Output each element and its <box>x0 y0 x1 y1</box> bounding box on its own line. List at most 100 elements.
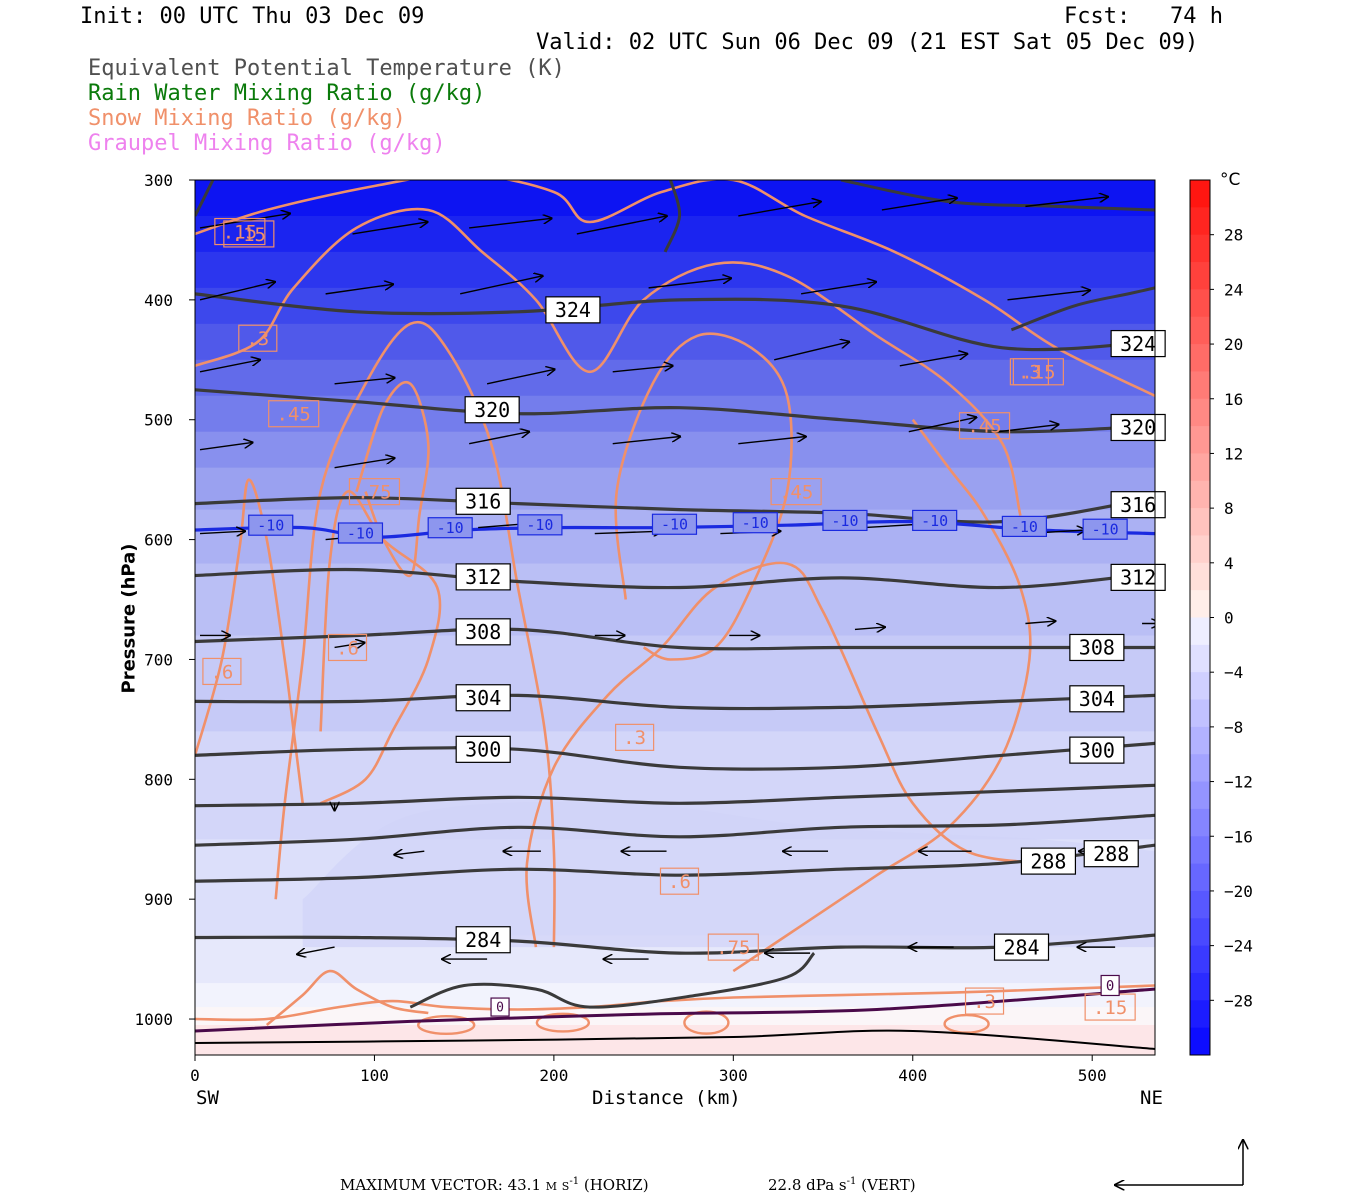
contour-labels: 324 324 320 320 316 316 312 312 308 308 304 304 300 3… <box>202 217 1166 1021</box>
temp-band <box>195 180 1155 217</box>
theta-e-label: 288 <box>1093 842 1129 866</box>
snow-contour-label: .6 <box>336 637 359 659</box>
wind-vector <box>612 436 681 445</box>
theta-e-label: 284 <box>465 928 501 952</box>
theta-e-label: 304 <box>465 686 501 710</box>
colorbar-swatch <box>1190 207 1210 236</box>
wind-vector <box>648 278 732 289</box>
snow-contour-line <box>195 180 1155 397</box>
snow-contour-label-box <box>214 217 266 246</box>
y-tick-label: 800 <box>144 770 173 789</box>
wind-vector <box>1025 197 1108 208</box>
minus10-label-box <box>337 522 384 544</box>
theta-e-contour-line <box>195 180 215 217</box>
theta-e-label-box <box>455 735 511 763</box>
theta-e-label: 308 <box>465 620 501 644</box>
snow-contour-line <box>274 320 556 948</box>
x-tick-label: 500 <box>1078 1066 1107 1085</box>
theta-e-contour-line <box>840 180 1155 212</box>
snow-contour-line <box>417 1015 476 1036</box>
theta-e-label-box <box>455 926 511 954</box>
theta-e-label-box <box>1110 413 1166 442</box>
wind-vector <box>334 458 395 469</box>
snow-contour-label: .15 <box>1021 362 1055 384</box>
wind-vector <box>199 531 245 533</box>
colorbar-tick-label: −16 <box>1224 827 1253 846</box>
colorbar-tick-label: 8 <box>1224 499 1234 518</box>
snow-contour-label: .15 <box>232 224 266 246</box>
colorbar-swatch <box>1190 699 1210 728</box>
theta-e-label: 308 <box>1079 636 1115 660</box>
colorbar-swatch <box>1190 672 1210 701</box>
colorbar-swatch <box>1190 863 1210 892</box>
snow-contour-label-box <box>958 412 1011 440</box>
wind-vectors <box>199 197 1155 959</box>
plot-frame <box>194 179 1156 1056</box>
snow-contour-label: .3 <box>973 991 996 1013</box>
theta-e-label-box <box>1069 736 1125 764</box>
theta-e-label: 316 <box>1120 493 1156 517</box>
temp-band <box>195 287 1155 325</box>
minus10-label-box <box>822 509 868 532</box>
minus10-label: -10 <box>1092 521 1119 539</box>
vector-key-vert-unit: (VERT) <box>856 1176 916 1194</box>
minus10-label: -10 <box>661 516 688 534</box>
colorbar-swatch <box>1190 316 1210 345</box>
colorbar-swatch <box>1190 344 1210 372</box>
colorbar-swatch <box>1190 508 1210 536</box>
temp-band <box>195 1025 1155 1055</box>
colorbar-tick-label: 0 <box>1224 609 1234 628</box>
vector-key-horiz-exp: -1 <box>569 1176 580 1187</box>
snow-contour-line <box>195 207 1022 516</box>
theta-e-label-box <box>1020 847 1077 875</box>
theta-e-label-box <box>455 563 511 591</box>
minus10-label-box <box>517 514 563 536</box>
colorbar-swatch <box>1190 262 1210 290</box>
colorbar-swatch <box>1190 453 1210 482</box>
wind-vector <box>854 627 885 629</box>
colorbar-swatch <box>1190 590 1210 618</box>
snow-contour-label-box <box>268 400 320 428</box>
snow-contour-label-box <box>615 723 655 751</box>
minus10-label: -10 <box>1011 518 1038 536</box>
wind-vector <box>334 643 365 648</box>
colorbar-tick-label: −24 <box>1224 937 1253 956</box>
colorbar-swatch <box>1190 1027 1210 1056</box>
colorbar-tick-label: −12 <box>1224 773 1253 792</box>
colorbar-swatch <box>1190 754 1210 783</box>
x-tick-label: 100 <box>360 1066 389 1085</box>
x-end-left: SW <box>196 1087 219 1109</box>
wind-vector <box>899 354 968 367</box>
theta-e-label: 324 <box>1120 332 1156 356</box>
snow-contour-line <box>525 561 1039 948</box>
vector-key-horiz-unit: (HORIZ) <box>579 1176 649 1194</box>
colorbar-swatch <box>1190 918 1210 947</box>
wind-vector <box>352 222 428 235</box>
snow-contour-label-box <box>327 633 368 662</box>
theta-e-label-box <box>1110 563 1166 591</box>
temp-band <box>195 359 1155 397</box>
wind-vector <box>576 216 667 235</box>
x-end-right: NE <box>1140 1087 1163 1109</box>
wind-vector <box>297 946 335 954</box>
y-tick-label: 500 <box>144 411 173 430</box>
theta-e-contour-line <box>663 180 682 253</box>
minus10-label-box <box>1082 518 1128 540</box>
theta-e-contour-line <box>195 693 1155 711</box>
snow-contour-label-box <box>964 987 1005 1015</box>
vector-key-vert: 22.8 dPa s-1 (VERT) <box>768 1176 916 1194</box>
field-label-graupel: Graupel Mixing Ratio (g/kg) <box>88 131 446 156</box>
theta-e-contour-line <box>1010 286 1155 332</box>
snow-contour-label-box <box>223 220 275 248</box>
minus10-label: -10 <box>347 524 374 542</box>
theta-e-contour-line <box>195 627 1155 651</box>
snow-contour-line <box>732 418 1032 973</box>
colorbar-swatch <box>1190 289 1210 318</box>
colorbar-swatch <box>1190 890 1210 919</box>
snow-contour-line <box>683 1010 730 1035</box>
theta-e-contour-line <box>195 813 1155 847</box>
init-time: Init: 00 UTC Thu 03 Dec 09 <box>80 4 425 29</box>
minus10-label-box <box>427 517 473 539</box>
theta-e-label-box <box>545 296 601 324</box>
colorbar-tick-label: 28 <box>1224 226 1243 245</box>
